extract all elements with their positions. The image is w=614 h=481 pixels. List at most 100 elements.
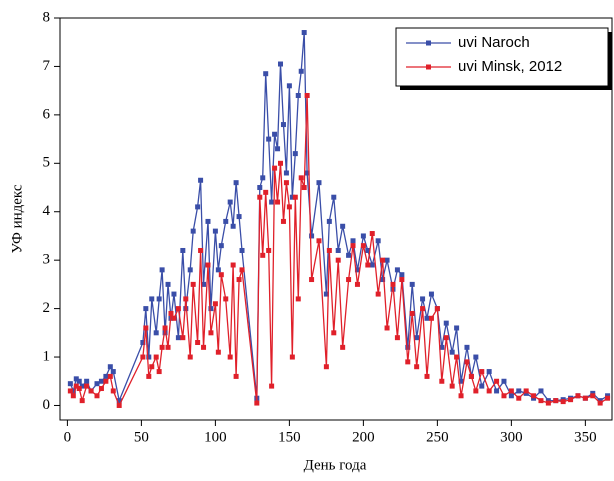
point	[280, 122, 286, 128]
point	[298, 68, 304, 74]
point	[195, 340, 201, 346]
point	[468, 373, 474, 379]
point	[458, 393, 464, 399]
point	[223, 218, 229, 224]
point	[479, 369, 485, 375]
point	[346, 252, 352, 258]
point	[405, 359, 411, 365]
point	[162, 325, 168, 331]
point	[230, 262, 236, 268]
point	[538, 388, 544, 394]
legend-box	[395, 27, 609, 87]
point	[84, 383, 90, 389]
y-tick-label: 2	[43, 300, 51, 316]
point	[70, 388, 76, 394]
point	[304, 92, 310, 98]
point	[76, 378, 82, 384]
point	[295, 296, 301, 302]
point	[486, 369, 492, 375]
point	[434, 306, 440, 312]
point	[335, 247, 341, 253]
point	[84, 378, 90, 384]
point	[309, 277, 315, 283]
point	[414, 335, 420, 341]
point	[239, 267, 245, 273]
point	[354, 267, 360, 273]
point	[545, 400, 551, 406]
point	[331, 194, 337, 200]
point	[212, 301, 218, 307]
point	[88, 388, 94, 394]
point	[384, 325, 390, 331]
x-tick-label: 100	[204, 429, 227, 445]
point	[263, 189, 269, 195]
point	[260, 252, 266, 258]
point	[331, 330, 337, 336]
point	[399, 277, 405, 283]
x-axis-label: День года	[304, 457, 367, 473]
point	[420, 306, 426, 312]
point	[301, 30, 307, 36]
point	[180, 335, 186, 341]
y-tick-label: 1	[43, 348, 51, 364]
point	[516, 388, 522, 394]
point	[153, 354, 159, 360]
point	[590, 393, 596, 399]
point	[116, 402, 122, 408]
point	[449, 383, 455, 389]
point	[208, 306, 214, 312]
point	[479, 383, 485, 389]
point	[323, 364, 329, 370]
point	[143, 306, 149, 312]
point	[269, 383, 275, 389]
point	[420, 296, 426, 302]
point	[79, 398, 85, 404]
point	[454, 325, 460, 331]
point	[439, 378, 445, 384]
point	[143, 325, 149, 331]
point	[107, 373, 113, 379]
point	[107, 364, 113, 370]
point	[394, 267, 400, 273]
point	[218, 243, 224, 249]
point	[215, 267, 221, 273]
point	[283, 180, 289, 186]
point	[278, 61, 284, 67]
x-tick-label: 0	[64, 429, 72, 445]
point	[227, 199, 233, 205]
point	[275, 146, 281, 152]
point	[215, 349, 221, 355]
point	[375, 238, 381, 244]
point	[369, 231, 375, 237]
point	[198, 247, 204, 253]
point	[272, 165, 278, 171]
point	[162, 330, 168, 336]
point	[79, 383, 85, 389]
plot-frame	[59, 17, 613, 421]
point	[454, 354, 460, 360]
point	[159, 344, 165, 350]
point	[140, 354, 146, 360]
point	[309, 233, 315, 239]
x-tick-label: 350	[574, 429, 597, 445]
point	[159, 267, 165, 273]
point	[486, 388, 492, 394]
point	[473, 354, 479, 360]
point	[98, 378, 104, 384]
point	[384, 257, 390, 263]
point	[198, 177, 204, 183]
point	[94, 393, 100, 399]
point	[295, 92, 301, 98]
point	[257, 194, 263, 200]
point	[183, 306, 189, 312]
point	[304, 170, 310, 176]
point	[156, 296, 162, 302]
point	[597, 400, 603, 406]
point	[218, 272, 224, 278]
point	[98, 386, 104, 392]
point	[409, 310, 415, 316]
point	[227, 354, 233, 360]
point	[110, 388, 116, 394]
point	[605, 395, 611, 401]
